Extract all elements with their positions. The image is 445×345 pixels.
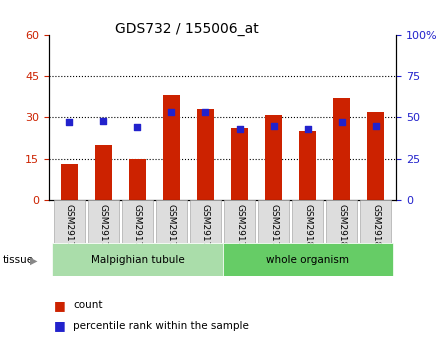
Point	[338, 119, 345, 125]
Text: GSM29182: GSM29182	[371, 204, 380, 253]
Bar	[95, 145, 112, 200]
Bar	[54, 200, 85, 243]
Bar	[61, 164, 78, 200]
Text: GSM29179: GSM29179	[269, 204, 278, 253]
Bar	[326, 200, 357, 243]
Bar	[88, 200, 119, 243]
Point	[236, 126, 243, 132]
Point	[134, 125, 141, 130]
Text: ▶: ▶	[30, 256, 38, 265]
Point	[100, 118, 107, 124]
Bar	[190, 200, 221, 243]
Bar	[265, 115, 282, 200]
Text: Malpighian tubule: Malpighian tubule	[90, 255, 184, 265]
Text: GSM29177: GSM29177	[201, 204, 210, 253]
Bar	[231, 128, 248, 200]
Text: GSM29180: GSM29180	[303, 204, 312, 253]
Bar	[258, 200, 289, 243]
Bar	[360, 200, 391, 243]
Text: GSM29175: GSM29175	[133, 204, 142, 253]
Text: GSM29181: GSM29181	[337, 204, 346, 253]
Text: GSM29174: GSM29174	[99, 204, 108, 253]
Point	[168, 110, 175, 115]
Bar	[197, 109, 214, 200]
Bar	[224, 200, 255, 243]
Bar	[53, 243, 222, 276]
Point	[202, 110, 209, 115]
Text: tissue: tissue	[2, 256, 33, 265]
Bar	[222, 243, 392, 276]
Bar	[156, 200, 187, 243]
Text: GDS732 / 155006_at: GDS732 / 155006_at	[115, 22, 259, 37]
Bar	[299, 131, 316, 200]
Point	[66, 119, 73, 125]
Text: ■: ■	[53, 319, 65, 333]
Bar	[367, 112, 384, 200]
Text: count: count	[73, 300, 103, 310]
Point	[372, 123, 379, 128]
Text: percentile rank within the sample: percentile rank within the sample	[73, 321, 249, 331]
Text: GSM29173: GSM29173	[65, 204, 74, 253]
Bar	[163, 95, 180, 200]
Bar	[129, 159, 146, 200]
Text: GSM29176: GSM29176	[167, 204, 176, 253]
Text: ■: ■	[53, 299, 65, 312]
Bar	[333, 98, 350, 200]
Text: whole organism: whole organism	[266, 255, 349, 265]
Point	[270, 123, 277, 128]
Bar	[292, 200, 323, 243]
Point	[304, 126, 311, 132]
Text: GSM29178: GSM29178	[235, 204, 244, 253]
Bar	[122, 200, 153, 243]
